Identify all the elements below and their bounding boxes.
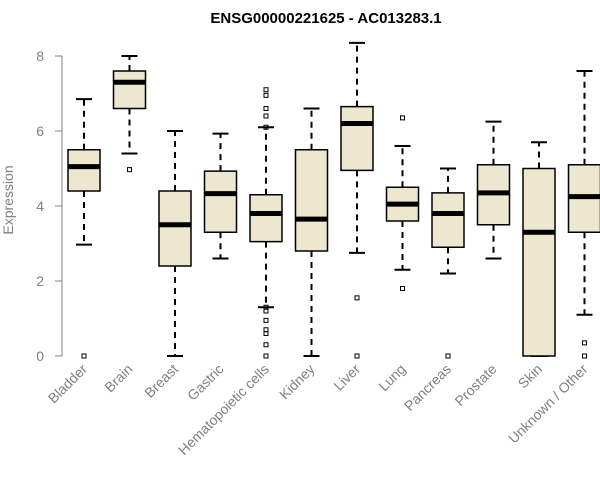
x-tick-label: Brain xyxy=(101,361,135,395)
x-tick-label: Lung xyxy=(375,361,408,394)
x-tick-label: Hematopoietic cells xyxy=(175,361,272,458)
outlier-point xyxy=(263,113,269,119)
outlier-point xyxy=(263,87,269,93)
outlier-point xyxy=(127,167,132,173)
box-iqr xyxy=(249,194,283,243)
box-4 xyxy=(249,87,283,359)
box-iqr xyxy=(112,70,147,110)
box-iqr xyxy=(67,149,101,192)
x-tick-label: Unknown / Other xyxy=(505,361,591,447)
outlier-point xyxy=(354,295,360,301)
y-tick-label: 6 xyxy=(36,123,44,139)
y-axis-label: Expression xyxy=(0,165,16,234)
outlier-point xyxy=(81,353,87,359)
box-iqr xyxy=(294,149,329,252)
x-tick-label: Gastric xyxy=(184,361,227,404)
box-7 xyxy=(385,115,420,291)
outlier-point xyxy=(263,124,269,130)
x-tick-label: Kidney xyxy=(276,361,318,403)
outlier-point xyxy=(263,106,269,111)
box-series xyxy=(67,41,600,359)
outlier-point xyxy=(400,286,405,291)
x-tick-label: Liver xyxy=(330,361,363,394)
outlier-point xyxy=(263,317,269,323)
outlier-point xyxy=(263,92,269,98)
y-tick-label: 2 xyxy=(36,273,44,289)
outlier-point xyxy=(582,340,587,346)
y-tick-label: 8 xyxy=(36,48,44,64)
outlier-point xyxy=(400,115,405,121)
box-2 xyxy=(158,130,192,357)
outlier-point xyxy=(263,353,269,359)
outlier-point xyxy=(263,342,269,348)
y-tick-label: 4 xyxy=(36,198,44,214)
box-iqr xyxy=(158,190,192,267)
y-axis: 0 2 4 6 8 xyxy=(36,48,63,364)
outlier-point xyxy=(445,353,451,359)
box-iqr xyxy=(522,167,556,357)
box-8 xyxy=(431,167,465,359)
y-tick-label: 0 xyxy=(36,348,44,364)
box-iqr xyxy=(340,105,374,172)
outlier-point xyxy=(354,353,360,359)
box-9 xyxy=(476,120,511,260)
outlier-point xyxy=(582,353,587,359)
box-10 xyxy=(522,141,556,357)
box-11 xyxy=(567,70,600,359)
box-6 xyxy=(340,41,374,359)
box-1 xyxy=(112,55,147,173)
chart-title: ENSG00000221625 - AC013283.1 xyxy=(210,10,441,27)
x-tick-label: Bladder xyxy=(45,361,91,407)
outlier-point xyxy=(263,331,269,336)
box-0 xyxy=(67,98,101,359)
x-tick-label: Prostate xyxy=(451,361,499,409)
box-3 xyxy=(203,132,238,260)
x-tick-label: Skin xyxy=(515,361,546,392)
x-tick-label: Breast xyxy=(141,361,181,401)
box-iqr xyxy=(203,170,238,233)
box-5 xyxy=(294,107,329,357)
box-iqr xyxy=(431,192,465,248)
x-tick-label: Pancreas xyxy=(401,361,454,414)
outlier-point xyxy=(263,308,269,314)
